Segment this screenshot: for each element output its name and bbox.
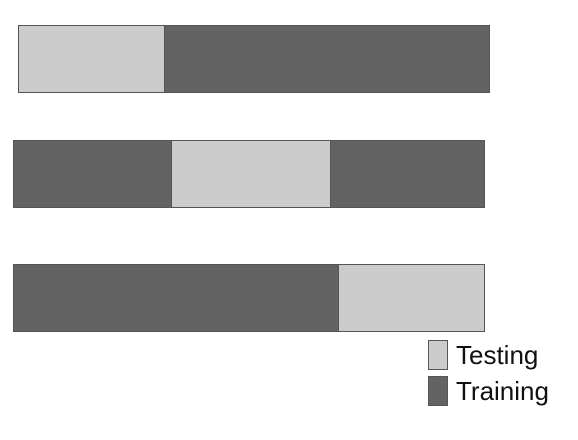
fold-bar-1: [18, 25, 490, 93]
legend: Testing Training: [428, 337, 549, 409]
fold-bar-3: [13, 264, 485, 332]
fold-2-testing-segment: [171, 141, 332, 207]
legend-swatch-testing: [428, 340, 448, 370]
fold-1-testing-segment: [19, 26, 165, 92]
legend-item-testing: Testing: [428, 337, 549, 373]
legend-label-training: Training: [456, 376, 549, 406]
fold-2-training-segment: [14, 141, 172, 207]
fold-3-testing-segment: [338, 265, 484, 331]
legend-label-testing: Testing: [456, 340, 539, 370]
legend-swatch-training: [428, 376, 448, 406]
fold-bar-2: [13, 140, 485, 208]
legend-item-training: Training: [428, 373, 549, 409]
fold-3-training-segment: [14, 265, 339, 331]
fold-2-training-segment: [331, 141, 484, 207]
fold-1-training-segment: [164, 26, 489, 92]
